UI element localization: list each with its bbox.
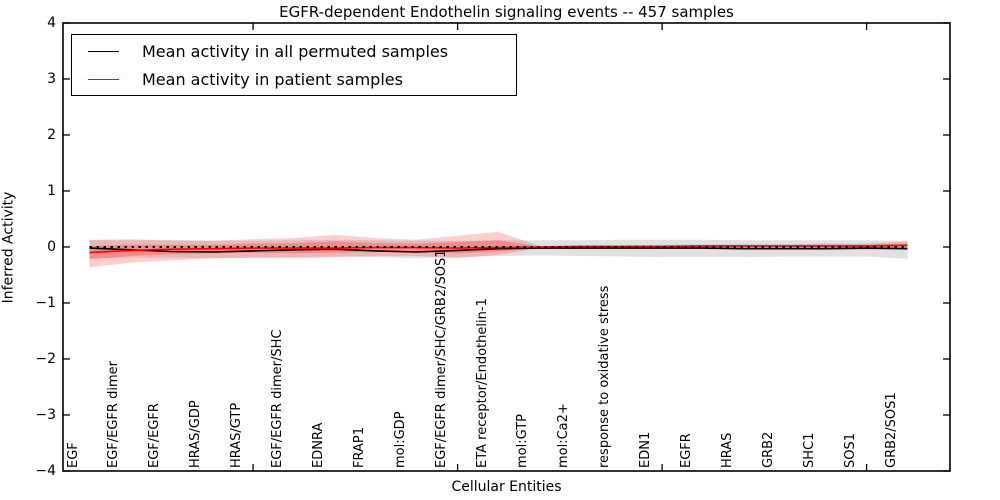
patient-mean-line: [89, 244, 908, 254]
legend-patient-line-icon: [88, 78, 119, 80]
patient-std-band-outer: [89, 231, 908, 268]
legend-entry: Mean activity in all permuted samples: [72, 38, 516, 64]
legend-permuted-line-icon: [88, 50, 119, 52]
legend: Mean activity in all permuted samples Mea…: [71, 34, 517, 96]
patient-std-band-inner: [89, 240, 908, 260]
plot-border: [62, 22, 951, 472]
legend-entry: Mean activity in patient samples: [72, 66, 516, 92]
permuted-mean-line: [89, 247, 908, 253]
legend-label: Mean activity in all permuted samples: [142, 41, 449, 61]
legend-label: Mean activity in patient samples: [142, 69, 403, 89]
chart-title: EGFR-dependent Endothelin signaling even…: [279, 3, 734, 21]
x-axis-label: Cellular Entities: [451, 479, 562, 495]
